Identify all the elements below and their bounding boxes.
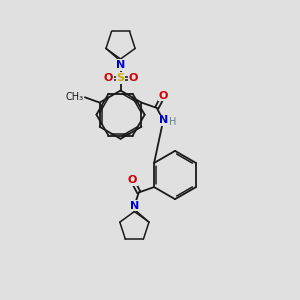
Text: CH₃: CH₃	[65, 92, 83, 102]
Text: N: N	[116, 60, 125, 70]
Text: O: O	[128, 73, 138, 83]
Text: O: O	[159, 91, 168, 100]
Text: N: N	[159, 115, 168, 125]
Text: H: H	[169, 117, 176, 127]
Text: S: S	[117, 73, 124, 83]
Text: O: O	[103, 73, 113, 83]
Text: N: N	[130, 201, 139, 211]
Text: O: O	[128, 175, 137, 185]
